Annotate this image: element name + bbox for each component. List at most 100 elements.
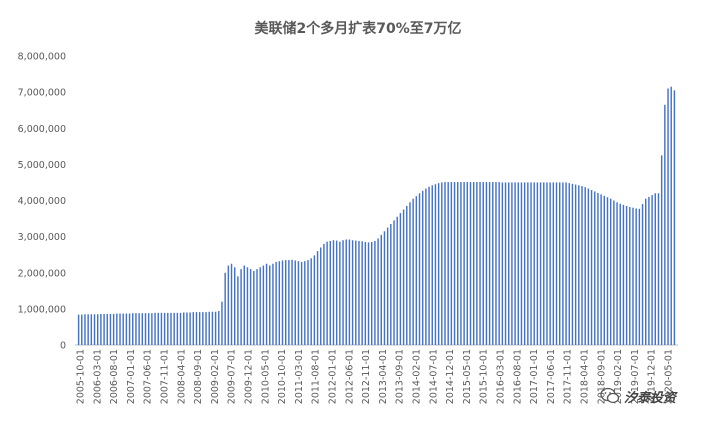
y-tick-label: 3,000,000 xyxy=(18,232,66,243)
bar xyxy=(364,242,367,345)
bar xyxy=(472,182,475,345)
bar xyxy=(609,198,612,345)
bar xyxy=(116,313,118,345)
bar xyxy=(93,314,96,345)
bar xyxy=(138,313,140,345)
x-axis-labels: 2005-10-01 2006-03-01 2006-08-01 2007-01-01… xyxy=(76,349,675,404)
bar xyxy=(109,313,112,345)
bar xyxy=(488,182,491,345)
bar xyxy=(179,312,182,345)
bar xyxy=(122,313,124,345)
bar xyxy=(546,182,548,345)
bar xyxy=(402,209,405,345)
x-tick-label: 2011-03-01 xyxy=(294,349,305,404)
x-tick-label: 2014-07-01 xyxy=(428,349,439,404)
bar xyxy=(243,265,245,345)
bar xyxy=(262,265,265,345)
bar xyxy=(562,182,564,345)
bar xyxy=(173,312,175,345)
bar xyxy=(205,312,207,345)
bar xyxy=(84,314,86,345)
bar xyxy=(189,312,191,345)
bar xyxy=(272,263,274,345)
bar xyxy=(300,261,303,345)
bar xyxy=(645,198,647,345)
bar xyxy=(342,240,344,345)
bar xyxy=(606,197,609,345)
bar xyxy=(581,186,583,345)
bar xyxy=(457,182,459,345)
bar xyxy=(447,182,449,345)
bar xyxy=(622,204,625,345)
bar xyxy=(253,270,255,345)
bar xyxy=(278,261,281,345)
bar xyxy=(329,240,332,345)
bar xyxy=(221,301,223,345)
bar xyxy=(409,202,411,345)
bar xyxy=(386,227,389,345)
x-tick-label: 2007-11-01 xyxy=(160,349,171,404)
bar xyxy=(240,269,242,345)
bar xyxy=(339,241,341,345)
bar xyxy=(284,260,287,345)
bar xyxy=(600,194,602,345)
bar xyxy=(100,313,102,345)
y-tick-label: 7,000,000 xyxy=(18,88,66,99)
bar xyxy=(147,313,150,345)
bar xyxy=(638,208,641,345)
bar xyxy=(571,183,574,345)
bar xyxy=(501,182,504,345)
bar xyxy=(425,188,427,345)
bar xyxy=(568,183,570,345)
bar xyxy=(584,187,586,345)
bar xyxy=(635,208,637,345)
bar xyxy=(498,182,500,345)
bar xyxy=(670,86,672,346)
bar xyxy=(361,241,363,345)
bar xyxy=(249,269,252,345)
bar xyxy=(482,182,484,345)
bar xyxy=(163,312,166,345)
x-tick-label: 2019-12-01 xyxy=(647,349,658,404)
x-tick-label: 2009-12-01 xyxy=(244,349,255,404)
bar xyxy=(87,314,89,345)
bar xyxy=(167,312,169,345)
bar xyxy=(103,313,105,345)
bar xyxy=(578,185,580,345)
bar xyxy=(237,276,239,345)
y-tick-label: 5,000,000 xyxy=(18,160,66,171)
bar xyxy=(304,261,306,345)
bar xyxy=(198,312,201,345)
y-tick-label: 4,000,000 xyxy=(18,196,66,207)
bar xyxy=(536,182,539,345)
bar xyxy=(603,195,606,345)
bar xyxy=(367,242,370,345)
x-tick-label: 2015-10-01 xyxy=(479,349,490,404)
bar xyxy=(434,184,437,345)
bar xyxy=(119,313,121,345)
bar xyxy=(313,255,316,345)
bar xyxy=(508,182,510,345)
x-tick-label: 2006-08-01 xyxy=(109,349,120,404)
bar xyxy=(77,314,80,345)
bar xyxy=(294,260,296,345)
bar xyxy=(555,182,558,345)
x-tick-label: 2019-02-01 xyxy=(613,349,624,404)
bar xyxy=(316,251,319,345)
bar xyxy=(125,313,128,345)
bar xyxy=(288,260,290,345)
bar xyxy=(594,191,596,345)
bar xyxy=(326,241,328,345)
bar xyxy=(444,182,446,345)
bar xyxy=(437,183,440,345)
bar xyxy=(511,182,513,345)
bar xyxy=(348,239,351,345)
bar xyxy=(335,240,338,345)
bar xyxy=(485,182,488,345)
x-tick-label: 2010-10-01 xyxy=(277,349,288,404)
bar xyxy=(657,193,660,345)
x-tick-label: 2007-01-01 xyxy=(126,349,137,404)
bar xyxy=(183,312,185,345)
x-tick-label: 2018-09-01 xyxy=(596,349,607,404)
x-tick-label: 2018-04-01 xyxy=(580,349,591,404)
